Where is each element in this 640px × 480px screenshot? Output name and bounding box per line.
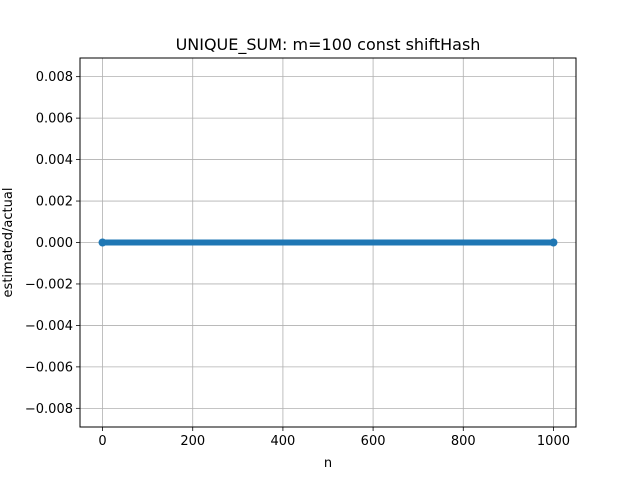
y-axis: −0.008 −0.006 −0.004 −0.002 0.000 0.002 0.004 0… <box>25 70 80 417</box>
x-axis-label: n <box>324 456 332 471</box>
y-tick-label: 0.006 <box>36 112 73 127</box>
x-tick-label: 400 <box>270 434 295 449</box>
chart-title: UNIQUE_SUM: m=100 const shiftHash <box>176 35 481 55</box>
y-tick-label: 0.000 <box>36 236 73 251</box>
y-tick-label: −0.008 <box>25 402 73 417</box>
y-tick-label: −0.006 <box>25 360 73 375</box>
x-tick-label: 800 <box>451 434 476 449</box>
y-tick-label: 0.002 <box>36 195 73 210</box>
y-tick-label: −0.004 <box>25 319 73 334</box>
y-tick-label: −0.002 <box>25 277 73 292</box>
data-point-first <box>98 238 107 247</box>
x-tick-label: 600 <box>361 434 386 449</box>
x-tick-label: 200 <box>180 434 205 449</box>
data-point-last <box>549 238 558 247</box>
y-tick-label: 0.004 <box>36 153 73 168</box>
x-axis: 0 200 400 600 800 1000 <box>98 427 570 449</box>
x-tick-label: 0 <box>98 434 106 449</box>
y-axis-label: estimated/actual <box>1 188 16 298</box>
series-layer <box>98 238 558 247</box>
y-tick-label: 0.008 <box>36 70 73 85</box>
x-tick-label: 1000 <box>537 434 570 449</box>
